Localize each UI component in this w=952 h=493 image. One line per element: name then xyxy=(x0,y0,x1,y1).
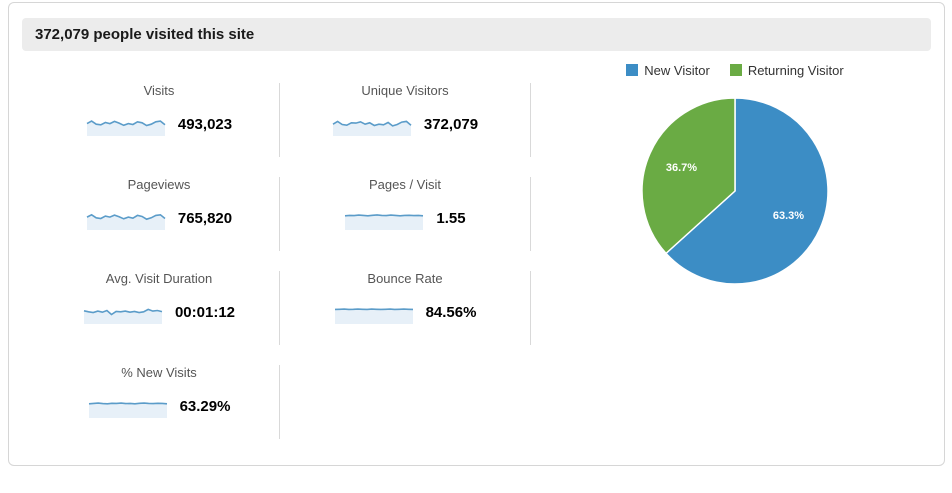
metric-label: Visits xyxy=(143,83,175,98)
metric-value: 1.55 xyxy=(436,209,466,227)
unique-visitors-sparkline xyxy=(332,111,412,137)
metric-avg-visit-duration[interactable]: Avg. Visit Duration 00:01:12 xyxy=(39,271,280,345)
svg-text:36.7%: 36.7% xyxy=(666,162,697,174)
metric-row-3: Avg. Visit Duration 00:01:12 Bounce Rate… xyxy=(39,271,531,345)
metrics-panel: Visits 493,023 Unique Visitors 372,079 xyxy=(39,83,531,459)
visitor-type-pie-chart[interactable]: 63.3% 36.7% xyxy=(637,93,833,289)
returning-visitor-swatch-icon xyxy=(729,64,742,76)
metric-value: 493,023 xyxy=(177,115,233,133)
pages-per-visit-sparkline xyxy=(344,205,424,231)
visits-sparkline xyxy=(86,111,166,137)
pageviews-sparkline xyxy=(86,205,166,231)
metric-row-4: % New Visits 63.29% xyxy=(39,365,531,439)
metric-label: Avg. Visit Duration xyxy=(105,271,213,286)
metric-pageviews[interactable]: Pageviews 765,820 xyxy=(39,177,280,251)
bounce-rate-sparkline xyxy=(334,299,414,325)
header-bar: 372,079 people visited this site xyxy=(22,18,931,51)
metric-pages-per-visit[interactable]: Pages / Visit 1.55 xyxy=(280,177,531,251)
metric-percent-new-visits[interactable]: % New Visits 63.29% xyxy=(39,365,280,439)
metric-label: Pageviews xyxy=(127,177,191,192)
metric-label: % New Visits xyxy=(121,365,197,380)
legend-item-returning-visitor[interactable]: Returning Visitor xyxy=(729,62,844,78)
dashboard-card: 372,079 people visited this site Visits … xyxy=(8,2,945,466)
metric-value: 372,079 xyxy=(423,115,479,133)
metric-value: 63.29% xyxy=(179,397,231,415)
metric-row-1: Visits 493,023 Unique Visitors 372,079 xyxy=(39,83,531,157)
new-visitor-swatch-icon xyxy=(626,64,639,76)
svg-text:63.3%: 63.3% xyxy=(773,210,804,222)
metric-label: Bounce Rate xyxy=(367,271,443,286)
visitor-type-panel: New Visitor Returning Visitor 63.3% 36.7% xyxy=(549,61,921,289)
metric-unique-visitors[interactable]: Unique Visitors 372,079 xyxy=(280,83,531,157)
legend-label: Returning Visitor xyxy=(747,62,844,78)
avg-visit-duration-sparkline xyxy=(83,299,163,325)
metric-value: 765,820 xyxy=(177,209,233,227)
metric-label: Pages / Visit xyxy=(368,177,442,192)
percent-new-visits-sparkline xyxy=(88,393,168,419)
metric-visits[interactable]: Visits 493,023 xyxy=(39,83,280,157)
metric-bounce-rate[interactable]: Bounce Rate 84.56% xyxy=(280,271,531,345)
page-title: 372,079 people visited this site xyxy=(35,26,255,43)
legend-label: New Visitor xyxy=(644,62,710,78)
legend-item-new-visitor[interactable]: New Visitor xyxy=(626,63,710,78)
metric-value: 00:01:12 xyxy=(174,303,236,321)
pie-legend: New Visitor Returning Visitor xyxy=(549,61,921,79)
metric-row-2: Pageviews 765,820 Pages / Visit 1.55 xyxy=(39,177,531,251)
metric-value: 84.56% xyxy=(425,303,477,321)
metric-label: Unique Visitors xyxy=(361,83,449,98)
